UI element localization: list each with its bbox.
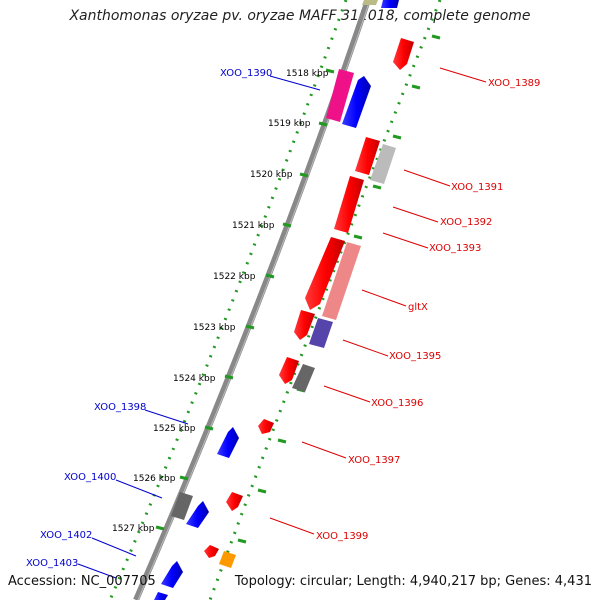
leader-line — [403, 169, 451, 187]
gene-feature-bottom-blue[interactable] — [154, 592, 168, 600]
leader-line — [392, 206, 439, 223]
gene-feature-xoo-1400-blue[interactable] — [186, 501, 209, 528]
gene-label-xoo-1397[interactable]: XOO_1397 — [348, 455, 400, 466]
tick-mark — [318, 121, 328, 127]
gene-feature-xoo-1395-purple[interactable] — [309, 318, 333, 348]
map-title: Xanthomonas oryzae pv. oryzae MAFF 31101… — [69, 8, 531, 24]
gene-feature-xoo-1400-grey[interactable] — [171, 492, 193, 520]
gene-label-xoo-1400[interactable]: XOO_1400 — [64, 472, 116, 483]
inner-tick — [237, 538, 247, 544]
leader-line — [382, 232, 429, 249]
tick-mark — [204, 425, 214, 431]
tick-mark — [245, 324, 255, 330]
gene-feature-xoo-1403[interactable] — [161, 561, 183, 588]
inner-dotted-ring — [208, 0, 442, 600]
tick-label: 1522 kbp — [213, 272, 256, 282]
tick-group: 1518 kbp 1519 kbp 1520 kbp 1521 kbp 1522… — [112, 68, 335, 534]
forward-gene-labels: XOO_1390 XOO_1398 XOO_1400 XOO_1402 XOO_… — [26, 68, 321, 579]
tick-label: 1525 kbp — [153, 424, 196, 434]
gene-feature-xoo-1395-red[interactable] — [294, 310, 315, 340]
inner-tick — [392, 134, 402, 140]
leader-line — [115, 479, 163, 499]
leader-line — [91, 537, 137, 557]
inner-tick — [257, 488, 267, 494]
gene-feature-xoo-1390[interactable] — [342, 76, 371, 128]
leader-line — [361, 289, 407, 307]
gene-feature-xoo-1396-red[interactable] — [279, 357, 299, 384]
leader-line — [301, 441, 347, 459]
gene-label-xoo-1403[interactable]: XOO_1403 — [26, 558, 78, 569]
leader-line — [342, 339, 389, 357]
gene-label-xoo-1396[interactable]: XOO_1396 — [371, 398, 423, 409]
gene-feature-pink[interactable] — [326, 69, 354, 122]
dotted-rings — [108, 0, 442, 600]
tick-mark — [299, 172, 309, 178]
tick-label: 1518 kbp — [286, 69, 329, 79]
inner-tick — [277, 438, 287, 444]
outer-dotted-ring — [108, 0, 348, 600]
gene-feature-grey[interactable] — [362, 0, 378, 5]
inner-tick — [353, 234, 363, 240]
tick-mark — [155, 525, 165, 531]
tick-label: 1521 kbp — [232, 221, 275, 231]
accession-label: Accession: NC_007705 — [8, 574, 156, 589]
tick-mark — [179, 475, 189, 481]
tick-label: 1526 kbp — [133, 474, 176, 484]
inner-tick — [431, 34, 441, 40]
reverse-gene-labels: XOO_1389 XOO_1391 XOO_1392 XOO_1393 gltX… — [269, 67, 540, 542]
inner-tick — [372, 184, 382, 190]
tick-mark — [282, 222, 292, 228]
gene-feature-xoo-1397[interactable] — [258, 419, 274, 434]
tick-mark — [325, 68, 335, 74]
leader-line — [144, 409, 189, 425]
tick-mark — [224, 374, 234, 380]
gene-label-xoo-1393[interactable]: XOO_1393 — [429, 243, 481, 254]
gene-feature-small-red[interactable] — [204, 545, 219, 558]
gene-label-xoo-1395[interactable]: XOO_1395 — [389, 351, 441, 362]
leader-line — [323, 385, 371, 403]
leader-line — [77, 563, 117, 579]
gene-feature-xoo-1391-red[interactable] — [355, 137, 380, 175]
tick-label: 1524 kbp — [173, 374, 216, 384]
gene-label-xoo-1390[interactable]: XOO_1390 — [220, 68, 272, 79]
tick-label: 1520 kbp — [250, 170, 293, 180]
gene-label-xoo-1391[interactable]: XOO_1391 — [451, 182, 503, 193]
gene-feature-xoo-1399[interactable] — [226, 492, 243, 511]
gene-feature-xoo-1396-grey[interactable] — [292, 364, 315, 392]
tick-label: 1527 kbp — [112, 524, 155, 534]
leader-line — [439, 67, 487, 83]
gene-feature-gltx[interactable] — [322, 242, 361, 320]
tick-label: 1523 kbp — [193, 323, 236, 333]
gene-label-xoo-1389[interactable]: XOO_1389 — [488, 78, 540, 89]
inner-tick — [411, 84, 421, 90]
tick-mark — [265, 273, 275, 279]
gene-features — [154, 0, 414, 600]
gene-label-xoo-1402[interactable]: XOO_1402 — [40, 530, 92, 541]
gene-feature-xoo-1393[interactable] — [305, 237, 345, 310]
gene-label-gltx[interactable]: gltX — [408, 302, 428, 313]
gene-feature-orange[interactable] — [219, 551, 236, 568]
gene-feature-blue[interactable] — [381, 0, 399, 8]
gene-feature-xoo-1391-grey[interactable] — [370, 144, 396, 184]
gene-feature-xoo-1389[interactable] — [393, 38, 414, 70]
gene-feature-xoo-1398[interactable] — [217, 427, 239, 458]
leader-line — [269, 75, 321, 91]
gene-label-xoo-1398[interactable]: XOO_1398 — [94, 402, 146, 413]
genome-summary: Topology: circular; Length: 4,940,217 bp… — [234, 574, 592, 589]
gene-label-xoo-1392[interactable]: XOO_1392 — [440, 217, 492, 228]
leader-line — [269, 517, 315, 535]
gene-label-xoo-1399[interactable]: XOO_1399 — [316, 531, 368, 542]
gene-feature-xoo-1392[interactable] — [334, 176, 364, 233]
tick-label: 1519 kbp — [268, 119, 311, 129]
